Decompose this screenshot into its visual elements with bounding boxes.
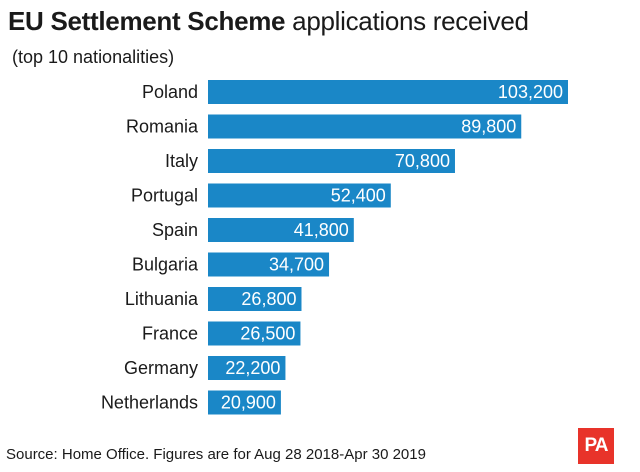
chart-title: EU Settlement Scheme applications receiv… xyxy=(8,6,529,37)
category-label-italy: Italy xyxy=(165,151,198,171)
chart-title-bold: EU Settlement Scheme xyxy=(8,6,286,36)
category-label-romania: Romania xyxy=(126,117,199,137)
category-label-germany: Germany xyxy=(124,358,198,378)
bar-bulgaria xyxy=(208,252,330,277)
category-label-poland: Poland xyxy=(142,82,198,102)
value-label-spain: 41,800 xyxy=(294,220,349,240)
category-label-netherlands: Netherlands xyxy=(101,393,198,413)
bar-netherlands xyxy=(208,390,281,415)
chart-subtitle: (top 10 nationalities) xyxy=(12,47,175,67)
bar-germany xyxy=(208,356,286,380)
bar-chart: Poland 103,200 Romania 89,800 Italy 70,800 Por… xyxy=(101,80,568,415)
source-note: Source: Home Office. Figures are for Aug… xyxy=(6,446,426,463)
value-label-poland: 103,200 xyxy=(498,82,563,102)
value-label-germany: 22,200 xyxy=(225,358,280,378)
category-label-spain: Spain xyxy=(152,220,198,240)
bar-spain xyxy=(208,218,354,242)
bar-romania xyxy=(208,114,522,139)
bar-lithuania xyxy=(208,287,302,311)
bar-italy xyxy=(208,149,455,173)
value-label-italy: 70,800 xyxy=(395,151,450,171)
category-label-bulgaria: Bulgaria xyxy=(132,255,199,275)
value-label-portugal: 52,400 xyxy=(331,186,386,206)
value-label-bulgaria: 34,700 xyxy=(269,255,324,275)
value-label-lithuania: 26,800 xyxy=(241,289,296,309)
category-label-france: France xyxy=(142,324,198,344)
bar-france xyxy=(208,321,301,346)
bar-portugal xyxy=(208,183,391,208)
value-label-romania: 89,800 xyxy=(461,117,516,137)
value-label-france: 26,500 xyxy=(240,324,295,344)
bar-poland xyxy=(208,80,568,104)
category-label-lithuania: Lithuania xyxy=(125,289,199,309)
pa-logo: PA xyxy=(578,428,614,464)
chart-title-regular: applications received xyxy=(292,6,529,36)
category-label-portugal: Portugal xyxy=(131,186,198,206)
value-label-netherlands: 20,900 xyxy=(221,393,276,413)
